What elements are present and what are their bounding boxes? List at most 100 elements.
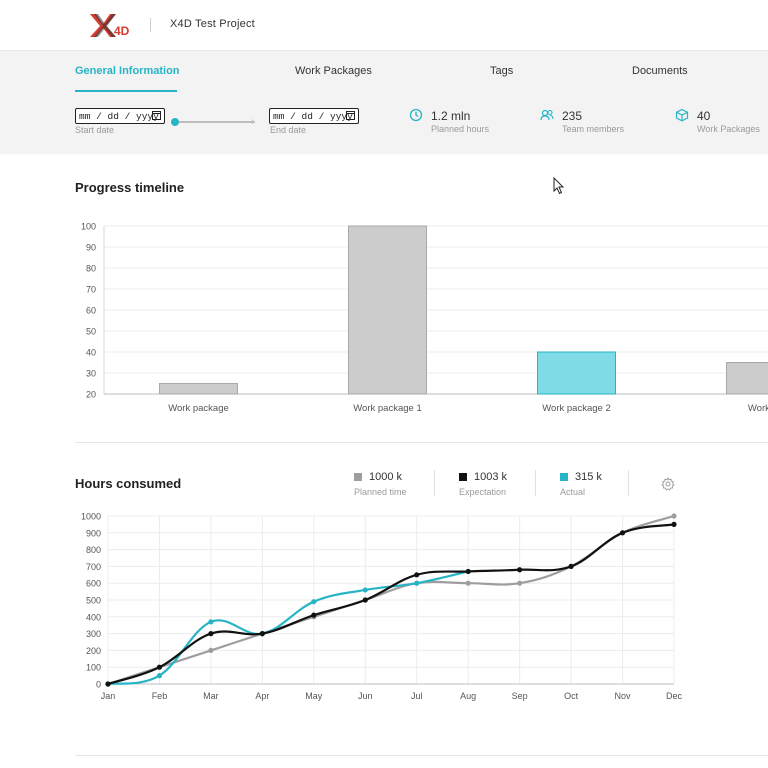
point-expectation[interactable] (156, 664, 163, 670)
svg-text:4D: 4D (114, 24, 130, 38)
hours-consumed-title: Hours consumed (75, 476, 182, 491)
tab-work-packages[interactable]: Work Packages (295, 65, 372, 77)
point-expectation[interactable] (414, 572, 420, 578)
x4d-logo[interactable]: 4D (88, 12, 132, 38)
point-expectation[interactable] (208, 631, 214, 637)
point-expectation[interactable] (619, 530, 626, 536)
legend-divider (535, 470, 536, 496)
legend-planned-swatch (354, 473, 362, 481)
x-tick-label: Jul (411, 691, 423, 701)
active-tab-indicator (75, 90, 177, 92)
x-category-label: Work package (168, 403, 229, 414)
bar-3[interactable] (726, 362, 768, 395)
section-divider (75, 442, 768, 443)
y-tick-label: 800 (86, 545, 101, 555)
x-category-label: Work package 1 (353, 403, 421, 414)
x-category-label: Work pa (748, 403, 768, 414)
x-tick-label: May (305, 691, 323, 701)
filter-bar: mm / dd / yyyy Start date › mm / dd / yy… (0, 92, 768, 154)
bar-1[interactable] (348, 225, 427, 395)
y-tick-label: 40 (86, 348, 96, 358)
x-tick-label: Apr (255, 691, 269, 701)
range-start-handle[interactable] (171, 118, 179, 126)
team-members-value: 235 (562, 109, 583, 123)
y-tick-label: 500 (86, 596, 101, 606)
project-title: X4D Test Project (170, 18, 255, 30)
gear-icon[interactable] (661, 477, 675, 491)
work-packages-label: Work Packages (697, 124, 760, 134)
legend-divider (434, 470, 435, 496)
point-planned-time[interactable] (671, 513, 677, 519)
tab-general-information[interactable]: General Information (75, 65, 180, 77)
planned-hours-label: Planned hours (431, 124, 490, 134)
bar-0[interactable] (159, 383, 238, 395)
y-tick-label: 700 (86, 562, 101, 572)
tab-documents[interactable]: Documents (632, 65, 688, 77)
tab-tags[interactable]: Tags (490, 65, 514, 77)
calendar-icon[interactable] (346, 111, 355, 120)
team-members-label: Team members (562, 124, 625, 134)
y-tick-label: 0 (96, 680, 101, 690)
tab-bar: General Information Work Packages Tags D… (0, 50, 768, 93)
section-divider (75, 755, 768, 756)
hours-line-chart: 0 100 200 300 400 500 600 700 800 900 1000 Jan Feb Ma… (81, 512, 683, 702)
legend-divider (628, 470, 629, 496)
x-tick-label: Aug (460, 691, 476, 701)
point-actual[interactable] (311, 599, 317, 605)
start-date-caption: Start date (75, 125, 115, 135)
point-expectation[interactable] (105, 681, 111, 687)
end-date-input[interactable]: mm / dd / yyyy (269, 108, 359, 124)
x-tick-label: Sep (512, 691, 528, 701)
point-expectation[interactable] (568, 563, 574, 569)
x-tick-label: Jun (358, 691, 373, 701)
bar-2[interactable] (537, 351, 616, 395)
point-planned-time[interactable] (208, 647, 214, 653)
point-expectation[interactable] (311, 612, 317, 618)
point-expectation[interactable] (671, 521, 677, 527)
y-tick-label: 300 (86, 629, 101, 639)
point-planned-time[interactable] (517, 580, 523, 586)
y-tick-label: 900 (86, 528, 101, 538)
x-tick-label: Jan (101, 691, 116, 701)
y-tick-label: 1000 (81, 512, 101, 522)
y-tick-label: 60 (86, 306, 96, 316)
y-tick-label: 30 (86, 369, 96, 379)
y-tick-label: 400 (86, 612, 101, 622)
start-date-input[interactable]: mm / dd / yyyy (75, 108, 165, 124)
arrow-right-icon: › (251, 116, 255, 128)
point-expectation[interactable] (362, 597, 368, 603)
x-tick-label: Mar (203, 691, 219, 701)
legend-expectation-value: 1003 k (474, 471, 508, 483)
x-tick-label: Dec (666, 691, 683, 701)
progress-timeline-title: Progress timeline (75, 180, 185, 195)
point-actual[interactable] (362, 587, 368, 593)
progress-bar-chart: 20 30 40 50 60 70 80 90 100 Work package Work pack… (81, 222, 768, 414)
y-tick-label: 100 (81, 222, 96, 232)
y-tick-label: 90 (86, 243, 96, 253)
legend-actual-swatch (560, 473, 568, 481)
end-date-caption: End date (270, 125, 307, 135)
package-icon (675, 108, 689, 122)
y-tick-label: 80 (86, 264, 96, 274)
point-expectation[interactable] (259, 631, 265, 637)
point-planned-time[interactable] (465, 580, 471, 586)
point-expectation[interactable] (465, 568, 471, 575)
planned-hours-value: 1.2 mln (431, 109, 471, 123)
header-divider (150, 18, 151, 32)
series-line-actual (107, 570, 469, 686)
app-header: 4D X4D Test Project (0, 0, 768, 50)
point-actual[interactable] (156, 673, 163, 679)
y-tick-label: 70 (86, 285, 96, 295)
y-tick-label: 100 (86, 663, 101, 673)
point-expectation[interactable] (517, 567, 523, 573)
x-tick-label: Feb (152, 691, 168, 701)
point-actual[interactable] (414, 580, 420, 586)
y-tick-label: 600 (86, 579, 101, 589)
y-tick-label: 50 (86, 327, 96, 337)
point-actual[interactable] (208, 619, 214, 625)
legend-expectation-swatch (459, 473, 467, 481)
legend-planned-value: 1000 k (369, 471, 403, 483)
team-icon (540, 109, 554, 121)
calendar-icon[interactable] (152, 111, 161, 120)
start-date-value: mm / dd / yyyy (79, 111, 159, 122)
